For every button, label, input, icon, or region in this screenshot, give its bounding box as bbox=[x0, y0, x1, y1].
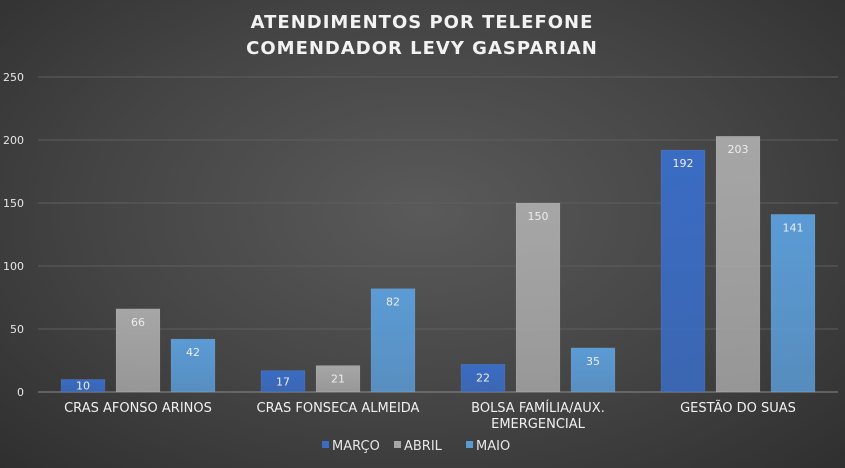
bar-maio-2 bbox=[570, 347, 616, 393]
chart-title-line: COMENDADOR LEVY GASPARIAN bbox=[246, 38, 598, 59]
data-label: 203 bbox=[728, 143, 749, 156]
bar-maio-1 bbox=[370, 288, 416, 393]
data-labels: 10 17 22 192 66 21 150 203 42 82 35 141 bbox=[76, 143, 804, 392]
data-label: 10 bbox=[76, 380, 90, 393]
x-category-label: EMERGENCIAL bbox=[491, 417, 585, 432]
data-label: 141 bbox=[783, 221, 804, 234]
bar-maio-0 bbox=[170, 338, 216, 393]
bar-março-1 bbox=[260, 370, 306, 393]
bars bbox=[60, 135, 816, 393]
y-tick-label: 100 bbox=[3, 260, 24, 273]
data-label: 17 bbox=[276, 375, 290, 388]
legend: MARÇO ABRIL MAIO bbox=[322, 439, 510, 454]
legend-label: MARÇO bbox=[332, 439, 380, 454]
y-axis-ticks: 0 50 100 150 200 250 bbox=[3, 71, 24, 399]
bar-abril-3 bbox=[715, 135, 761, 393]
x-axis-categories: CRAS AFONSO ARINOS CRAS FONSECA ALMEIDA BO… bbox=[64, 400, 796, 432]
y-tick-label: 200 bbox=[3, 134, 24, 147]
bar-março-0 bbox=[60, 379, 106, 393]
bar-março-3 bbox=[660, 149, 706, 393]
x-category-label: BOLSA FAMÍLIA/AUX. bbox=[471, 400, 605, 416]
data-label: 35 bbox=[586, 355, 600, 368]
x-category-label: GESTÃO DO SUAS bbox=[680, 400, 796, 416]
legend-swatch bbox=[322, 441, 329, 448]
legend-swatch bbox=[394, 441, 401, 448]
legend-swatch bbox=[466, 441, 473, 448]
data-label: 22 bbox=[476, 371, 490, 384]
bar-maio-3 bbox=[770, 214, 816, 393]
data-label: 150 bbox=[528, 210, 549, 223]
data-label: 192 bbox=[673, 157, 694, 170]
chart-title-line: ATENDIMENTOS POR TELEFONE bbox=[251, 12, 594, 33]
y-tick-label: 50 bbox=[10, 323, 24, 336]
y-tick-label: 150 bbox=[3, 197, 24, 210]
bar-abril-1 bbox=[315, 365, 361, 393]
x-category-label: CRAS AFONSO ARINOS bbox=[64, 401, 212, 416]
bar-abril-2 bbox=[515, 202, 561, 393]
x-category-label: CRAS FONSECA ALMEIDA bbox=[257, 401, 420, 416]
legend-label: MAIO bbox=[476, 439, 510, 454]
data-label: 42 bbox=[186, 346, 200, 359]
y-tick-label: 250 bbox=[3, 71, 24, 84]
legend-label: ABRIL bbox=[404, 439, 443, 454]
bar-março-2 bbox=[460, 364, 506, 393]
bar-abril-0 bbox=[115, 308, 161, 393]
chart-title: ATENDIMENTOS POR TELEFONE COMENDADOR LEVY… bbox=[246, 12, 598, 59]
data-label: 66 bbox=[131, 316, 145, 329]
data-label: 82 bbox=[386, 296, 400, 309]
y-tick-label: 0 bbox=[17, 386, 24, 399]
data-label: 21 bbox=[331, 373, 345, 386]
